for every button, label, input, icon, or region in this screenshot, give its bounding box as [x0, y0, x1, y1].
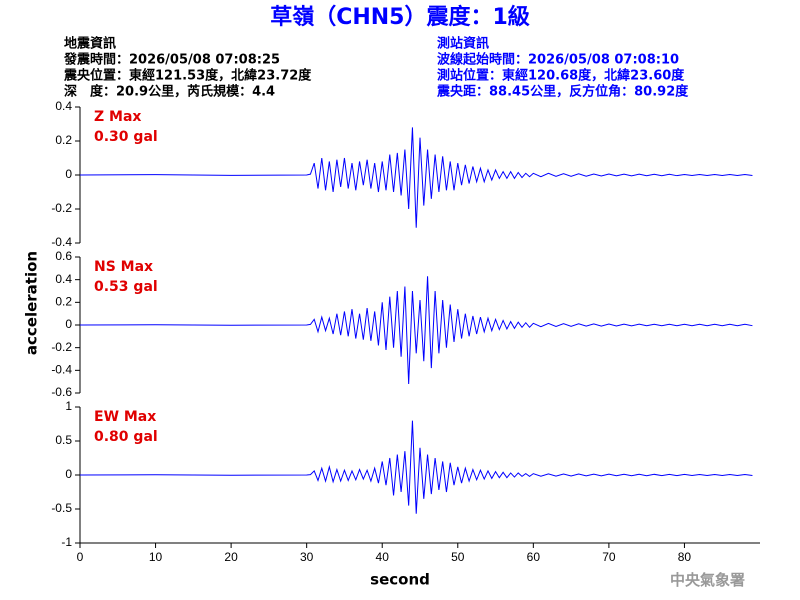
info-text: 發震時間：2026/05/08 07:08:25	[63, 52, 280, 68]
waveform	[79, 420, 753, 514]
y-tick-label: 0.4	[55, 99, 72, 113]
y-tick-label: 0.2	[55, 295, 72, 309]
y-tick-label: 0	[65, 467, 72, 481]
y-tick-label: -0.4	[51, 363, 72, 377]
panel-max: 0.80 gal	[94, 429, 158, 445]
info-text: 波線起始時間：2026/05/08 07:08:10	[437, 52, 679, 68]
y-tick-label: 1	[65, 399, 72, 413]
y-tick-label: -1	[61, 535, 72, 549]
x-tick-label: 50	[451, 550, 465, 564]
info-text: 測站位置：東經120.68度，北緯23.60度	[437, 68, 685, 84]
y-tick-label: -0.6	[51, 385, 72, 399]
y-axis-label: acceleration	[23, 251, 41, 355]
y-tick-label: -0.4	[51, 235, 72, 249]
y-tick-label: 0.4	[55, 272, 72, 286]
info-text: 測站資訊	[437, 36, 489, 52]
x-tick-label: 70	[602, 550, 616, 564]
x-tick-label: 10	[149, 550, 163, 564]
info-text: 震央距：88.45公里，反方位角：80.92度	[436, 84, 689, 100]
y-tick-label: -0.5	[51, 501, 72, 515]
waveform	[79, 127, 753, 228]
panel-label: Z Max	[94, 109, 141, 125]
panel-max: 0.53 gal	[94, 279, 158, 295]
chart-title: 草嶺（CHN5）震度：1級	[270, 4, 530, 30]
x-tick-label: 20	[224, 550, 238, 564]
x-tick-label: 30	[300, 550, 314, 564]
info-text: 深 度：20.9公里，芮氏規模：4.4	[64, 84, 275, 100]
info-text: 地震資訊	[64, 36, 116, 52]
y-tick-label: 0.2	[55, 133, 72, 147]
x-tick-label: 0	[77, 550, 84, 564]
y-tick-label: 0	[65, 317, 72, 331]
y-tick-label: 0.6	[55, 249, 72, 263]
footer-logo: 中央氣象署	[670, 571, 745, 589]
panel-max: 0.30 gal	[94, 129, 158, 145]
y-tick-label: -0.2	[51, 201, 72, 215]
y-tick-label: 0	[65, 167, 72, 181]
y-tick-label: -0.2	[51, 340, 72, 354]
info-text: 震央位置：東經121.53度，北緯23.72度	[63, 68, 312, 84]
waveform	[79, 276, 753, 384]
x-tick-label: 60	[527, 550, 541, 564]
panel-label: NS Max	[94, 259, 153, 275]
panel-label: EW Max	[94, 409, 156, 425]
x-tick-label: 40	[376, 550, 390, 564]
y-tick-label: 0.5	[55, 433, 72, 447]
x-axis-label: second	[370, 571, 430, 589]
x-tick-label: 80	[678, 550, 692, 564]
